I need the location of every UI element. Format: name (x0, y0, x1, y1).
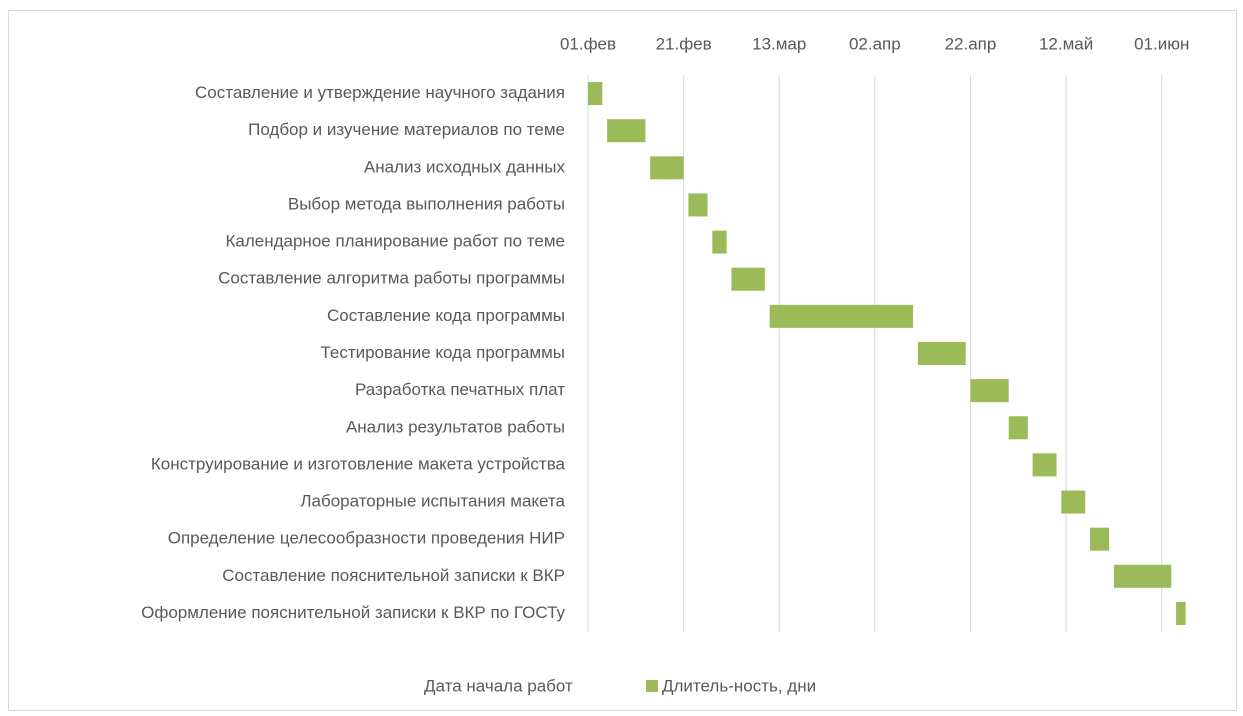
bar (1061, 490, 1086, 514)
y-tick-label: Составление алгоритма работы программы (218, 269, 565, 288)
y-tick-label: Составление кода программы (327, 306, 565, 325)
bar (650, 156, 684, 180)
y-tick-label: Определение целесообразности проведения … (168, 529, 565, 548)
y-tick-label: Лабораторные испытания макета (300, 492, 565, 511)
legend-label: Длитель-ность, дни (662, 676, 816, 695)
bar (1032, 453, 1057, 477)
bar (1090, 527, 1110, 551)
x-tick-label: 12.май (1039, 34, 1093, 53)
bar (688, 193, 708, 217)
y-tick-label: Тестирование кода программы (320, 343, 565, 362)
y-tick-label: Разработка печатных плат (355, 380, 565, 399)
y-tick-label: Анализ исходных данных (364, 157, 566, 176)
bar (1176, 601, 1186, 625)
legend-label: Дата начала работ (424, 676, 573, 695)
y-tick-label: Составление пояснительной записки к ВКР (222, 566, 565, 585)
bar (970, 379, 1009, 403)
bar (731, 267, 765, 291)
x-tick-label: 21.фев (656, 34, 712, 53)
bar (917, 341, 966, 366)
y-tick-label: Календарное планирование работ по теме (225, 232, 565, 251)
bar (769, 304, 914, 328)
x-tick-label: 02.апр (849, 34, 901, 53)
x-tick-label: 01.июн (1134, 34, 1189, 53)
y-tick-label: Оформление пояснительной записки к ВКР п… (141, 603, 565, 622)
x-tick-label: 22.апр (945, 34, 997, 53)
bar (712, 230, 727, 254)
y-tick-label: Выбор метода выполнения работы (288, 194, 565, 213)
bar (1008, 416, 1028, 440)
x-tick-label: 13.мар (752, 34, 806, 53)
bar (607, 119, 646, 143)
bar (588, 82, 603, 106)
y-tick-label: Конструирование и изготовление макета ус… (151, 454, 566, 473)
y-tick-label: Составление и утверждение научного задан… (195, 83, 565, 102)
x-tick-label: 01.фев (560, 34, 616, 53)
y-tick-label: Подбор и изучение материалов по теме (248, 120, 565, 139)
legend-swatch (646, 680, 658, 692)
bar (1113, 564, 1172, 588)
y-tick-label: Анализ результатов работы (346, 417, 565, 436)
